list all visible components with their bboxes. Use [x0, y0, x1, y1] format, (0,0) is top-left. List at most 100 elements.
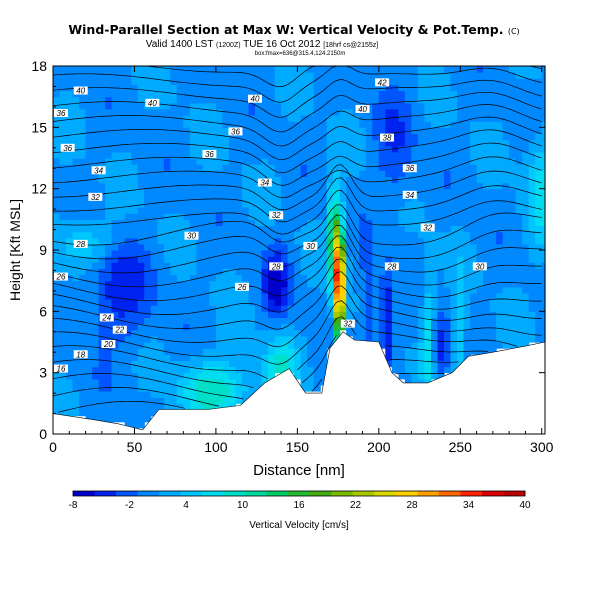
velocity-cell — [85, 274, 93, 282]
velocity-cell — [248, 366, 256, 374]
velocity-cell — [170, 286, 178, 294]
velocity-cell — [228, 354, 236, 361]
velocity-cell — [522, 311, 530, 318]
velocity-cell — [476, 66, 484, 73]
velocity-cell — [183, 262, 191, 269]
velocity-cell — [489, 176, 497, 184]
velocity-cell — [300, 66, 308, 73]
velocity-cell — [98, 188, 106, 196]
velocity-cell — [202, 397, 210, 404]
velocity-cell — [131, 151, 139, 159]
velocity-cell — [274, 317, 282, 325]
velocity-cell — [411, 342, 419, 349]
velocity-cell — [92, 415, 100, 423]
colorbar-tick-label: 34 — [463, 500, 475, 511]
velocity-cell — [463, 292, 471, 300]
y-tick-label: 15 — [31, 119, 47, 135]
velocity-cell — [307, 384, 315, 392]
velocity-cell — [398, 366, 406, 374]
velocity-cell — [255, 102, 263, 110]
velocity-cell — [300, 372, 308, 380]
velocity-cell — [476, 305, 484, 312]
velocity-cell — [242, 391, 250, 398]
velocity-cell — [235, 108, 243, 116]
velocity-cell — [515, 108, 523, 116]
velocity-cell — [144, 268, 152, 276]
contour-label-bg — [54, 364, 68, 373]
velocity-cell — [320, 90, 328, 98]
velocity-cell — [411, 133, 419, 141]
velocity-cell — [255, 200, 263, 208]
velocity-cell — [163, 213, 171, 220]
velocity-cell — [352, 145, 360, 153]
velocity-cell — [85, 225, 93, 233]
velocity-cell — [183, 372, 191, 380]
velocity-cell — [541, 158, 546, 165]
velocity-cell — [183, 151, 191, 159]
contour-label-bg — [60, 143, 75, 152]
velocity-cell — [528, 66, 536, 73]
velocity-cell — [176, 213, 184, 220]
velocity-cell — [417, 78, 425, 85]
velocity-cell — [215, 84, 223, 92]
velocity-cell — [398, 133, 406, 141]
velocity-cell — [444, 170, 452, 177]
velocity-cell — [92, 158, 100, 165]
velocity-cell — [150, 90, 158, 98]
velocity-cell — [170, 403, 178, 410]
velocity-cell — [437, 78, 445, 85]
velocity-cell — [144, 151, 152, 159]
velocity-cell — [105, 286, 113, 294]
velocity-cell — [431, 335, 439, 343]
velocity-cell — [294, 335, 302, 343]
velocity-cell — [515, 182, 523, 190]
velocity-cell — [163, 84, 171, 92]
velocity-cell — [228, 231, 236, 239]
velocity-cell — [437, 225, 445, 233]
velocity-cell — [202, 90, 210, 98]
velocity-cell — [124, 139, 132, 147]
velocity-cell — [137, 342, 145, 349]
velocity-cell — [346, 90, 354, 98]
velocity-cell — [313, 256, 321, 263]
velocity-cell — [222, 78, 230, 85]
velocity-cell — [320, 200, 328, 208]
velocity-cell — [287, 299, 295, 306]
velocity-cell — [535, 127, 543, 134]
velocity-cell — [176, 170, 184, 177]
velocity-cell — [105, 170, 113, 177]
velocity-cell — [450, 348, 458, 355]
velocity-cell — [385, 256, 393, 263]
velocity-cell — [457, 139, 465, 147]
velocity-cell — [359, 231, 367, 239]
velocity-cell — [352, 280, 360, 288]
velocity-cell — [92, 182, 100, 190]
velocity-cell — [424, 286, 432, 294]
velocity-cell — [541, 145, 546, 153]
velocity-cell — [450, 237, 458, 245]
velocity-cell — [287, 207, 295, 214]
velocity-cell — [137, 145, 145, 153]
velocity-cell — [463, 323, 471, 331]
velocity-cell — [489, 237, 497, 245]
velocity-cell — [333, 329, 341, 337]
velocity-cell — [463, 84, 471, 92]
velocity-cell — [385, 164, 393, 171]
velocity-cell — [476, 219, 484, 226]
velocity-cell — [183, 66, 191, 73]
velocity-cell — [98, 372, 106, 380]
velocity-cell — [202, 108, 210, 116]
velocity-cell — [294, 305, 302, 312]
velocity-cell — [144, 176, 152, 184]
velocity-cell — [346, 108, 354, 116]
velocity-cell — [183, 292, 191, 300]
velocity-cell — [522, 151, 530, 159]
velocity-cell — [255, 274, 263, 282]
velocity-cell — [535, 335, 543, 343]
velocity-cell — [66, 78, 74, 85]
velocity-cell — [372, 262, 380, 269]
velocity-cell — [215, 360, 223, 368]
velocity-cell — [476, 151, 484, 159]
velocity-cell — [66, 151, 74, 159]
velocity-cell — [300, 176, 308, 184]
